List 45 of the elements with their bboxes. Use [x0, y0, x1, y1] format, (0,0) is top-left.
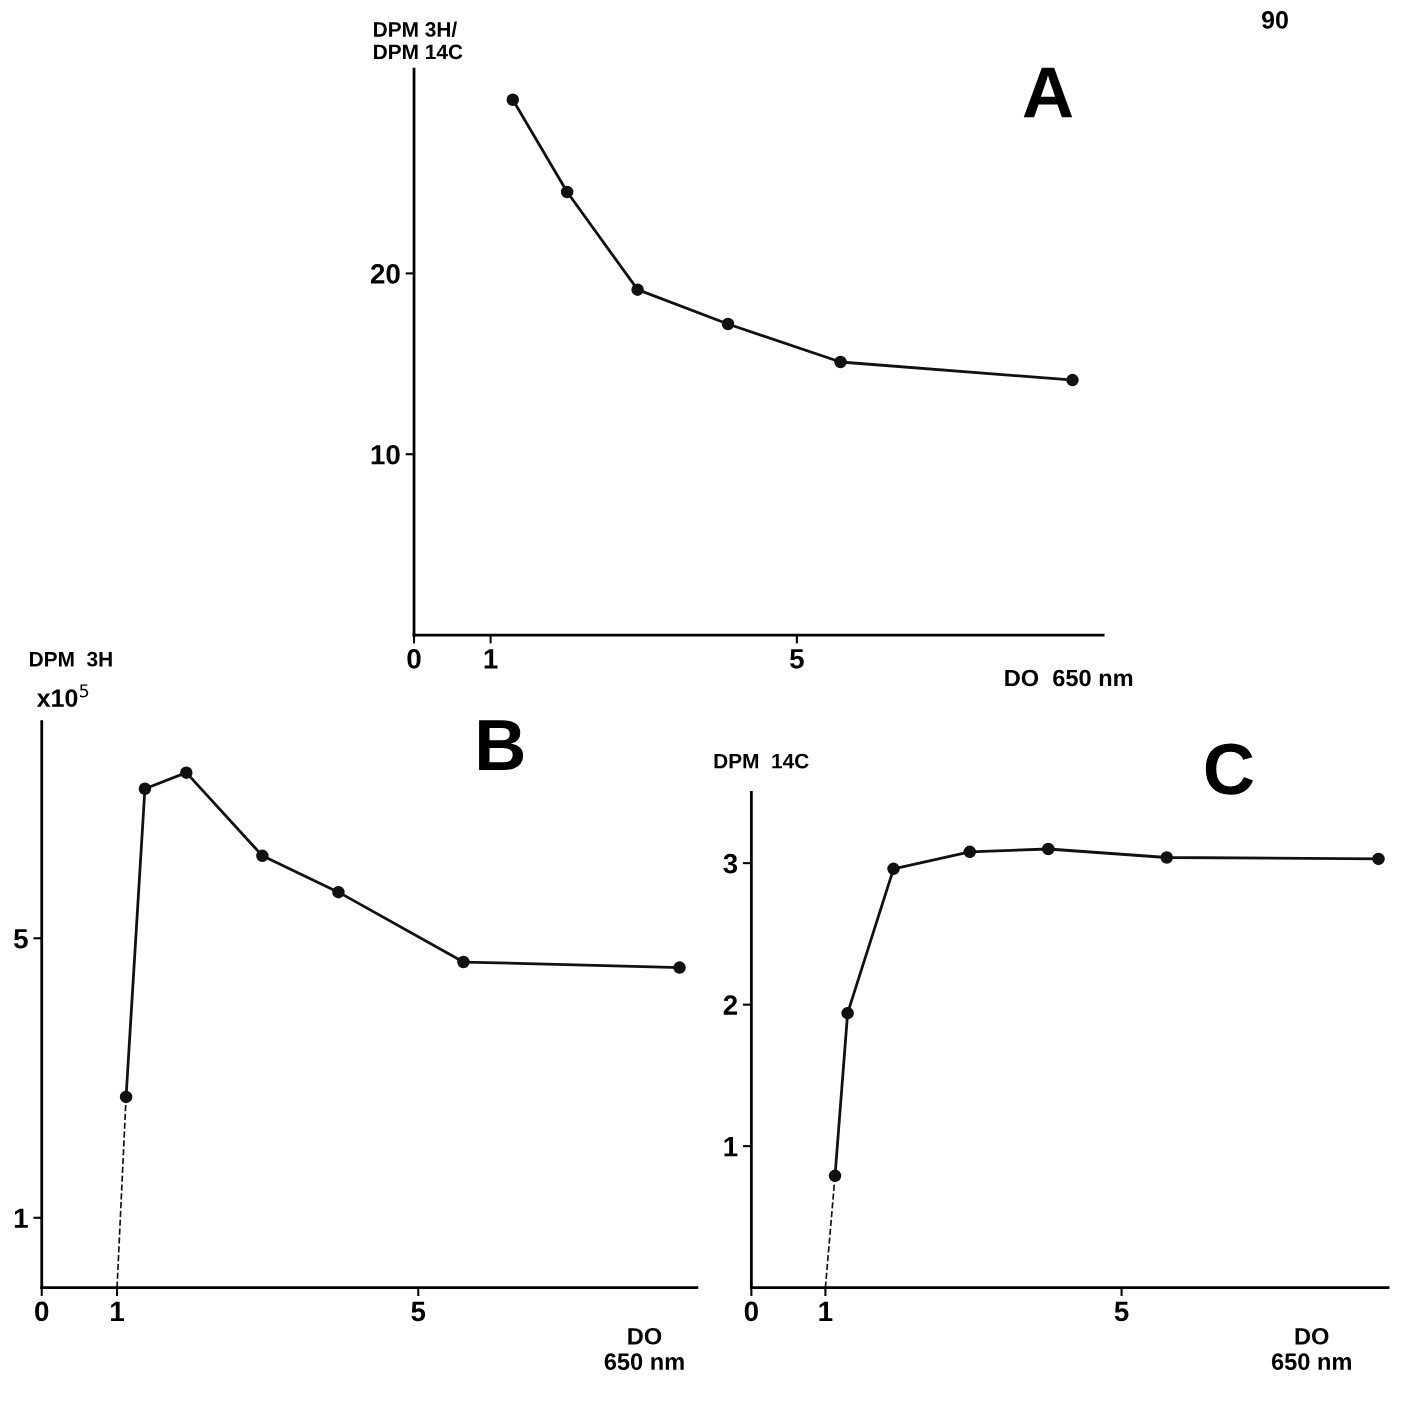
point: [721, 317, 735, 331]
point: [631, 283, 644, 296]
point: [1066, 373, 1079, 387]
point: [1372, 852, 1385, 866]
y-axis-title: DPM 3H/ DPM 14C: [374, 21, 463, 60]
point: [834, 355, 847, 369]
point: [1042, 842, 1055, 856]
text: x10$^{5}$: [36, 684, 89, 707]
point: [673, 961, 686, 974]
y-tick-label: 1: [724, 1137, 738, 1157]
chart-title: C: [1205, 743, 1254, 795]
y-tick-label: 2: [723, 995, 738, 1015]
point: [138, 782, 152, 795]
x-tick-label: 0: [407, 648, 421, 669]
point: [506, 93, 520, 107]
x-tick-label: 5: [790, 649, 804, 669]
y-axis-title: DPM 3H: [30, 651, 112, 667]
point: [887, 862, 900, 876]
point: [332, 885, 345, 899]
x-axis-title: DO 650 nm: [1005, 669, 1133, 687]
x-tick-label: 1: [111, 1301, 124, 1321]
x-tick-label: 0: [744, 1301, 758, 1322]
y-tick-label: 20: [370, 264, 400, 284]
text: 90: [1261, 11, 1288, 29]
y-axis-title: DPM 14C: [714, 753, 809, 769]
point: [560, 185, 574, 199]
point: [841, 1006, 854, 1020]
x-tick-label: 5: [1114, 1301, 1129, 1322]
chart-title: B: [479, 720, 524, 770]
x-tick-label: 5: [411, 1301, 426, 1322]
x-tick-label: 0: [35, 1301, 49, 1322]
point: [256, 849, 269, 863]
point: [457, 955, 470, 969]
point: [180, 766, 193, 779]
x-axis-title: DO 650 nm: [1271, 1327, 1351, 1371]
x-axis-title: DO 650 nm: [604, 1327, 684, 1371]
y-tick-label: 3: [723, 853, 738, 874]
x-tick-label: 1: [819, 1301, 833, 1321]
point: [963, 845, 977, 859]
point: [1160, 851, 1173, 864]
point: [828, 1169, 842, 1183]
y-tick-label: 10: [371, 444, 400, 465]
chart-title: A: [1023, 67, 1073, 118]
point: [119, 1090, 133, 1104]
x-tick-label: 1: [484, 649, 498, 669]
